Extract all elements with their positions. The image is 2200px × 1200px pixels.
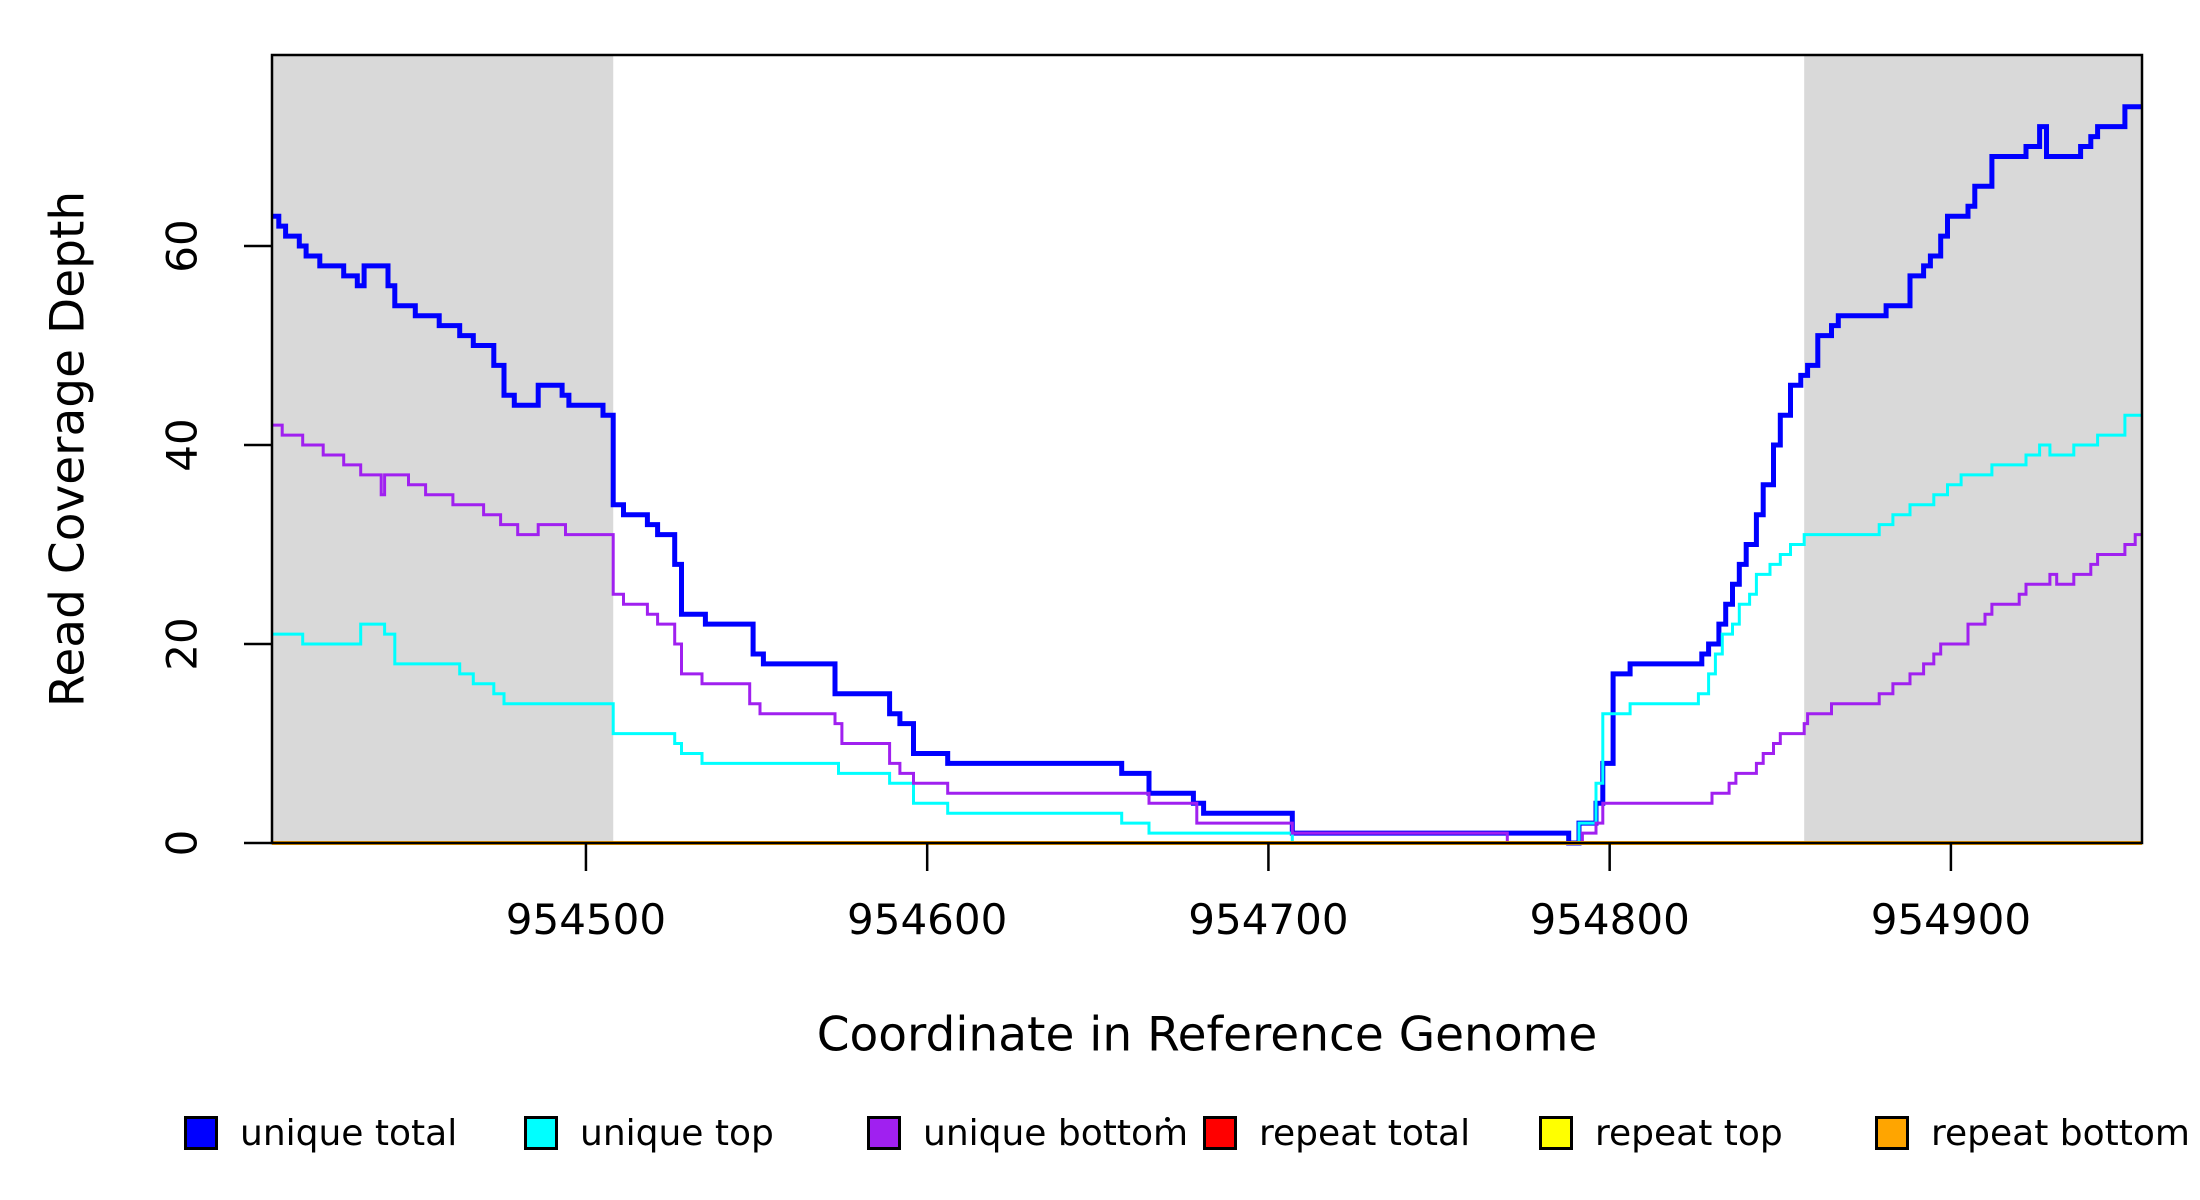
y-tick-label: 20 (158, 617, 207, 670)
series-line-unique-bottom (272, 423, 2142, 845)
x-tick-label: 954600 (847, 895, 1007, 944)
legend-swatch-unique-top (524, 1116, 558, 1150)
legend-swatch-unique-bottom (867, 1116, 901, 1150)
legend-swatch-unique-total (184, 1116, 218, 1150)
series-line-unique-top (272, 413, 2142, 845)
y-axis-title: Read Coverage Depth (40, 190, 96, 708)
y-tick-label: 40 (158, 418, 207, 471)
legend-label: unique total (240, 1112, 458, 1154)
x-tick-label: 954800 (1529, 895, 1689, 944)
legend-swatch-repeat-total (1203, 1116, 1237, 1150)
legend-label: unique bottom (923, 1112, 1189, 1154)
legend-item-unique-total: unique total (184, 1112, 458, 1154)
legend-label: repeat top (1595, 1112, 1783, 1154)
legend-swatch-repeat-bottom (1875, 1116, 1909, 1150)
legend-item-repeat-total: repeat total (1203, 1112, 1471, 1154)
y-tick-label: 0 (158, 830, 207, 857)
stray-dot (1165, 1117, 1170, 1122)
x-tick-label: 954900 (1871, 895, 2031, 944)
legend-swatch-repeat-top (1539, 1116, 1573, 1150)
right-flank-region (1804, 55, 2142, 843)
left-flank-region (272, 55, 614, 843)
x-tick-label: 954700 (1188, 895, 1348, 944)
legend-label: unique top (580, 1112, 774, 1154)
legend-label: repeat total (1259, 1112, 1471, 1154)
legend-item-unique-top: unique top (524, 1112, 774, 1154)
legend-item-repeat-top: repeat top (1539, 1112, 1783, 1154)
x-axis-title: Coordinate in Reference Genome (816, 1007, 1598, 1063)
y-tick-label: 60 (158, 219, 207, 272)
x-tick-label: 954500 (506, 895, 666, 944)
legend-item-repeat-bottom: repeat bottom (1875, 1112, 2190, 1154)
plot-border (270, 53, 2144, 845)
legend-item-unique-bottom: unique bottom (867, 1112, 1189, 1154)
legend-label: repeat bottom (1931, 1112, 2190, 1154)
